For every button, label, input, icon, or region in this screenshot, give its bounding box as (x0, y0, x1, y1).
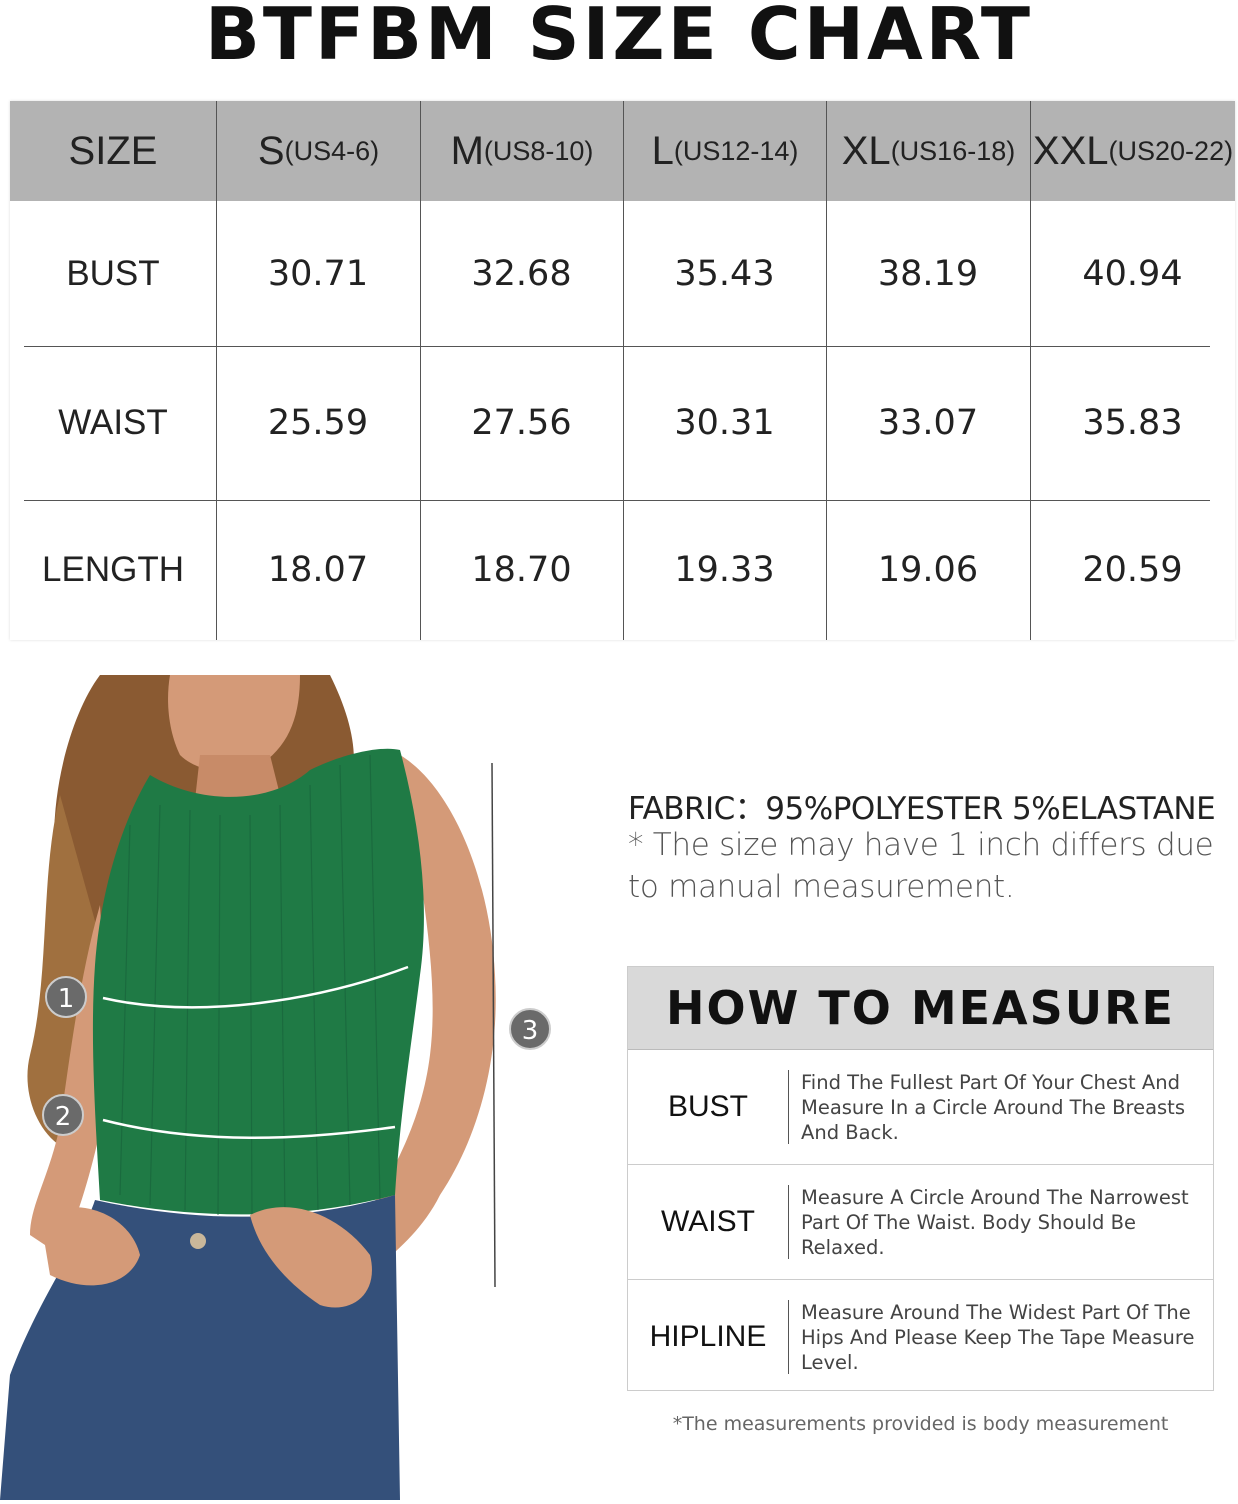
size-label: L (651, 128, 674, 173)
divider (1030, 101, 1031, 640)
measure-row-bust: BUST Find The Fullest Part Of Your Chest … (628, 1050, 1213, 1165)
divider (788, 1070, 789, 1144)
table-cell: 19.33 (674, 550, 775, 590)
table-cell: 18.70 (471, 550, 572, 590)
fabric-info: FABRIC：95%POLYESTER 5%ELASTANE (628, 791, 1216, 827)
measure-description: Find The Fullest Part Of Your Chest And … (801, 1071, 1185, 1144)
header-size-s: S (US4-6) (217, 101, 420, 201)
table-cell: 40.94 (1082, 253, 1183, 294)
divider (788, 1300, 789, 1374)
marker-1: 1 (58, 984, 75, 1014)
measure-row-waist: WAIST Measure A Circle Around The Narrowe… (628, 1165, 1213, 1280)
measure-description: Measure A Circle Around The Narrowest Pa… (801, 1186, 1189, 1259)
header-size-m: M (US8-10) (421, 101, 623, 201)
table-cell: 27.56 (471, 403, 572, 443)
marker-2: 2 (55, 1102, 72, 1132)
model-photo: 1 2 3 (0, 675, 560, 1500)
table-cell: 38.19 (877, 253, 979, 294)
size-label: M (450, 128, 484, 173)
us-size-label: (US8-10) (483, 135, 594, 166)
header-label: SIZE (68, 128, 158, 173)
measure-row-hipline: HIPLINE Measure Around The Widest Part Of… (628, 1280, 1213, 1394)
us-size-label: (US12-14) (673, 135, 799, 166)
table-cell: 30.31 (674, 403, 775, 443)
header-size-xl: XL (US16-18) (827, 101, 1030, 201)
footnote: *The measurements provided is body measu… (672, 1413, 1169, 1435)
divider (216, 101, 217, 640)
header-size-l: L (US12-14) (624, 101, 826, 201)
row-label: BUST (66, 253, 160, 293)
size-chart-table: SIZE S (US4-6) M (US8-10) L (US12-14) XL (US16-… (10, 101, 1235, 640)
table-cell: 25.59 (267, 403, 369, 443)
size-label: XL (841, 128, 891, 173)
divider (420, 101, 421, 640)
us-size-label: (US4-6) (284, 135, 380, 166)
measure-label: HIPLINE (649, 1320, 767, 1353)
header-size-xxl: XXL (US20-22) (1031, 101, 1235, 201)
table-cell: 32.68 (471, 253, 572, 294)
divider (826, 101, 827, 640)
divider (24, 346, 1210, 347)
table-cell: 19.06 (877, 550, 979, 590)
table-cell: 35.83 (1082, 403, 1183, 443)
table-cell: 30.71 (267, 253, 369, 294)
size-label: XXL (1032, 128, 1109, 173)
table-cell: 35.43 (674, 253, 775, 294)
divider (788, 1185, 789, 1259)
how-to-measure-title: HOW TO MEASURE (628, 967, 1213, 1050)
measure-label: BUST (667, 1090, 748, 1123)
table-cell: 18.07 (267, 550, 369, 590)
us-size-label: (US16-18) (890, 135, 1016, 166)
row-label: WAIST (58, 403, 168, 442)
marker-3: 3 (522, 1016, 539, 1046)
divider (24, 500, 1210, 501)
how-to-measure-panel: HOW TO MEASURE BUST Find The Fullest Part… (627, 966, 1214, 1391)
us-size-label: (US20-22) (1108, 135, 1234, 166)
size-note: * The size may have 1 inch differs due t… (628, 827, 1214, 905)
table-cell: 20.59 (1082, 550, 1183, 590)
size-label: S (257, 128, 285, 173)
divider (623, 101, 624, 640)
measure-label: WAIST (661, 1205, 755, 1238)
header-size: SIZE (10, 101, 216, 201)
table-cell: 33.07 (877, 403, 979, 443)
page-title: BTFBM SIZE CHART (204, 0, 1033, 76)
row-label: LENGTH (42, 550, 184, 589)
measure-description: Measure Around The Widest Part Of The Hi… (801, 1301, 1195, 1374)
